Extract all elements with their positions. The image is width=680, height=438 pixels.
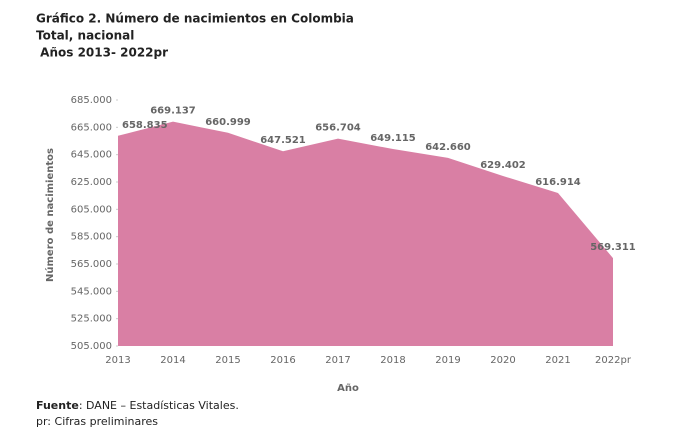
value-label: 656.704 [315,123,361,134]
y-tick-label: 525.000 [71,314,112,325]
value-label: 569.311 [590,242,636,253]
y-tick-label: 685.000 [71,95,112,106]
x-tick-label: 2013 [105,355,130,366]
x-tick-label: 2014 [160,355,185,366]
y-tick-label: 565.000 [71,259,112,270]
y-axis-title: Número de nacimientos [44,148,56,282]
value-label: 660.999 [205,117,251,128]
y-tick-label: 545.000 [71,286,112,297]
chart-subtitle: Total, nacional [36,29,134,43]
x-tick-label: 2019 [435,355,460,366]
value-label: 649.115 [370,133,416,144]
chart-period: Años 2013- 2022pr [36,46,168,60]
x-tick-label: 2021 [545,355,570,366]
area [118,121,613,346]
x-tick-label: 2016 [270,355,295,366]
x-tick-label: 2017 [325,355,350,366]
value-label: 669.137 [150,106,196,117]
y-tick-label: 665.000 [71,122,112,133]
x-axis-title: Año [337,383,359,394]
y-tick-label: 605.000 [71,204,112,215]
value-label: 642.660 [425,142,471,153]
x-tick-label: 2020 [490,355,515,366]
source: Fuente: DANE – Estadísticas Vitales. [36,399,239,412]
value-label: 616.914 [535,177,581,188]
y-tick-label: 505.000 [71,341,112,352]
x-tick-label: 2015 [215,355,240,366]
x-tick-label: 2022pr [595,355,632,366]
y-tick-label: 625.000 [71,177,112,188]
value-label: 647.521 [260,135,306,146]
chart-title: Gráfico 2. Número de nacimientos en Colo… [36,12,354,26]
source-label: Fuente [36,399,79,412]
value-label: 658.835 [122,120,168,131]
note: pr: Cifras preliminares [36,415,158,428]
y-tick-label: 645.000 [71,150,112,161]
source-text: : DANE – Estadísticas Vitales. [79,399,239,412]
y-tick-label: 585.000 [71,232,112,243]
value-label: 629.402 [480,160,526,171]
x-tick-label: 2018 [380,355,405,366]
